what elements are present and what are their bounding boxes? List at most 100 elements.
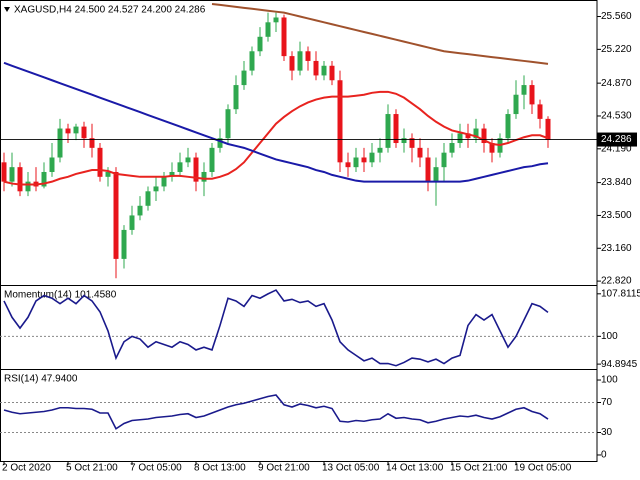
candle-body [57,128,63,158]
panel-frame [0,369,598,462]
candle-body [145,191,151,206]
candle-body [353,157,359,168]
current-price-label: 24.286 [601,134,632,145]
candle-body [121,229,127,259]
candle-body [305,51,311,61]
y-tick-label: 22.820 [601,276,632,287]
y-tick-label: 100 [601,375,618,386]
candle-body [1,162,7,182]
moving-average [3,61,549,183]
x-tick-label: 8 Oct 13:00 [194,463,246,474]
candle-body [81,126,87,139]
candle-body [265,22,271,37]
y-tick-label: 23.160 [601,243,632,254]
candle-body [417,147,423,158]
candle-body [273,17,279,23]
candle-body [369,152,375,163]
candle-body [137,205,143,216]
y-tick-label: 94.8945 [601,359,638,370]
x-tick-label: 14 Oct 13:00 [386,463,444,474]
candle-body [409,138,415,148]
x-tick-label: 15 Oct 21:00 [450,463,508,474]
candle-body [225,109,231,139]
candle-body [337,80,343,163]
candle-body [425,157,431,182]
y-tick-label: 24.870 [601,78,632,89]
candle-body [129,215,135,230]
candle-body [313,60,319,76]
candle-body [385,114,391,148]
candle-body [113,171,119,259]
panel-title: RSI(14) 47.9400 [4,374,78,385]
candle-body [177,162,183,172]
y-tick-label: 25.560 [601,11,632,22]
moving-average [211,2,549,65]
y-tick-label: 107.8115 [601,288,640,299]
y-tick-label: 100 [601,331,618,342]
candle-body [481,128,487,144]
candle-body [537,104,543,119]
y-tick-label: 24.530 [601,111,632,122]
candle-body [377,147,383,153]
candle-body [505,114,511,139]
candle-body [9,167,15,182]
candle-body [49,157,55,172]
candle-body [241,70,247,86]
candle-body [201,171,207,182]
x-tick-label: 2 Oct 2020 [2,463,51,474]
x-tick-label: 7 Oct 05:00 [130,463,182,474]
candle-body [217,138,223,148]
candle-body [289,56,295,71]
y-tick-label: 23.500 [601,210,632,221]
current-price-box [597,132,637,147]
candle-body [97,147,103,177]
candle-body [65,128,71,134]
candle-body [393,114,399,144]
candle-body [105,171,111,177]
x-tick-label: 13 Oct 05:00 [322,463,380,474]
candle-body [153,186,159,192]
candle-body [345,162,351,168]
candle-body [521,85,527,95]
candle-body [185,157,191,163]
menu-arrow[interactable] [4,7,10,12]
candle-body [465,133,471,139]
indicator-line [3,289,549,367]
indicator-line [3,394,549,430]
moving-average [3,90,549,186]
candle-body [529,85,535,105]
y-tick-label: 70 [601,397,613,408]
candle-body [329,65,335,81]
candle-body [41,171,47,187]
candle-body [449,143,455,153]
candle-body [193,157,199,182]
y-tick-label: 30 [601,427,613,438]
candle-body [249,51,255,71]
candle-body [441,152,447,168]
candle-body [361,157,367,163]
candle-body [473,128,479,139]
candle-body [281,17,287,57]
candle-body [161,176,167,187]
y-tick-label: 0 [601,450,607,461]
candle-body [73,126,79,134]
candle-body [545,118,551,140]
candle-body [489,143,495,153]
candle-body [297,51,303,71]
candle-body [457,133,463,144]
x-tick-label: 5 Oct 21:00 [66,463,118,474]
panel-title: XAGUSD,H4 24.500 24.527 24.200 24.286 [14,5,206,16]
panel-title: Momentum(14) 101.4580 [4,290,117,301]
candle-body [25,181,31,192]
candle-body [209,147,215,172]
y-tick-label: 23.840 [601,177,632,188]
candle-body [89,138,95,148]
candle-body [513,94,519,115]
candle-body [433,167,439,182]
candle-body [401,138,407,144]
candle-body [169,171,175,177]
y-tick-label: 24.190 [601,143,632,154]
candle-body [257,36,263,52]
